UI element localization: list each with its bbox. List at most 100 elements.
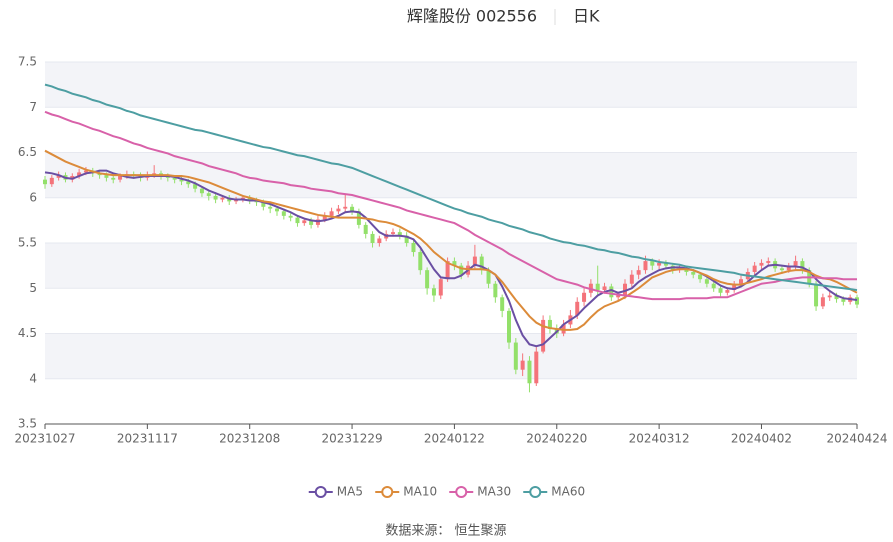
candle-body — [459, 265, 464, 275]
ma-line — [44, 83, 858, 292]
legend-label: MA30 — [477, 485, 511, 499]
candle-body — [691, 271, 696, 275]
candle-body — [199, 188, 204, 194]
candle-body — [786, 265, 791, 271]
candle-body — [711, 283, 716, 289]
candle-body — [820, 297, 825, 307]
candle-body — [834, 295, 839, 300]
y-tick-label: 6 — [29, 190, 37, 204]
y-tick-label: 6.5 — [18, 145, 37, 159]
x-tick-label: 20240122 — [424, 432, 485, 446]
candle-body — [329, 211, 334, 216]
candle-body — [698, 274, 703, 280]
y-tick-label: 5.5 — [18, 236, 37, 250]
candle-body — [404, 235, 409, 243]
candle-body — [800, 261, 805, 271]
candle-body — [718, 288, 723, 293]
candle-body — [739, 279, 743, 284]
candle-body — [363, 224, 368, 234]
candle-body — [83, 170, 88, 173]
candle-body — [281, 211, 286, 216]
x-tick-label: 20231208 — [219, 432, 280, 446]
candle-body — [377, 238, 382, 243]
candle-body — [759, 262, 764, 266]
candle-body — [609, 286, 614, 298]
y-tick-label: 3.5 — [18, 417, 37, 431]
plot-band — [45, 243, 857, 289]
candle-body — [493, 283, 498, 298]
candle-body — [288, 215, 293, 218]
candle-body — [261, 202, 266, 207]
legend-marker — [314, 486, 327, 498]
candle-body — [445, 261, 450, 280]
candle-body — [111, 177, 116, 180]
candle-body — [732, 283, 737, 291]
chart-title: 辉隆股份 002556 — [407, 7, 537, 26]
candle-body — [827, 295, 832, 298]
candle-body — [575, 301, 580, 316]
x-tick-label: 20240220 — [526, 432, 587, 446]
candle-body — [725, 290, 730, 293]
y-tick-label: 7 — [29, 100, 37, 114]
ma-line — [44, 169, 858, 348]
candle-body — [411, 243, 416, 253]
candle-body — [179, 179, 184, 182]
candle-body — [636, 270, 641, 275]
candle-body — [322, 215, 327, 220]
candle-body — [431, 288, 436, 296]
candle-body — [438, 279, 443, 296]
candle-body — [213, 195, 218, 200]
chart-period: 日K — [573, 7, 600, 26]
candle-body — [663, 262, 668, 266]
x-tick-label: 20231027 — [14, 432, 75, 446]
source-note: 数据来源： 恒生聚源 — [385, 524, 506, 539]
plot-band — [45, 62, 857, 108]
candle-body — [118, 176, 123, 180]
candle-body — [343, 206, 348, 209]
candle-body — [527, 360, 532, 384]
candle-body — [350, 206, 355, 212]
candle-body — [602, 286, 607, 291]
legend-marker — [455, 486, 468, 498]
candle-body — [766, 261, 771, 263]
candle-body — [391, 232, 395, 234]
candle-body — [616, 295, 621, 298]
candle-body — [309, 220, 314, 225]
candle-body — [418, 252, 423, 271]
candle-body — [534, 351, 539, 384]
candle-body — [247, 197, 252, 201]
candle-body — [186, 181, 191, 185]
candle-body — [336, 208, 341, 212]
x-tick-label: 20240402 — [731, 432, 792, 446]
candle-body — [629, 274, 634, 284]
candle-body — [268, 206, 273, 209]
candle-body — [752, 265, 757, 272]
candle-body — [657, 262, 662, 266]
plot-bands — [45, 62, 857, 379]
candle-body — [541, 319, 546, 352]
candle-body — [56, 175, 61, 178]
legend-label: MA10 — [403, 485, 437, 499]
candle-body — [650, 261, 655, 266]
candle-body — [500, 297, 505, 311]
candle-body — [302, 220, 307, 224]
x-tick-label: 20231117 — [117, 432, 178, 446]
candle-body — [643, 261, 648, 271]
candle-body — [193, 184, 198, 189]
candle-body — [547, 319, 552, 329]
candle-body — [104, 175, 109, 178]
x-tick-label: 20240424 — [826, 432, 887, 446]
candle-body — [295, 217, 300, 224]
candle-body — [49, 177, 54, 185]
candle-body — [841, 299, 846, 302]
candle-body — [855, 297, 859, 305]
y-tick-label: 4.5 — [18, 326, 37, 340]
candle-body — [370, 233, 375, 243]
x-tick-label: 20240312 — [629, 432, 690, 446]
candle-body — [479, 256, 484, 271]
candle-body — [704, 279, 709, 284]
candle-body — [486, 270, 491, 284]
candle-body — [779, 268, 784, 271]
candle-body — [206, 193, 211, 196]
